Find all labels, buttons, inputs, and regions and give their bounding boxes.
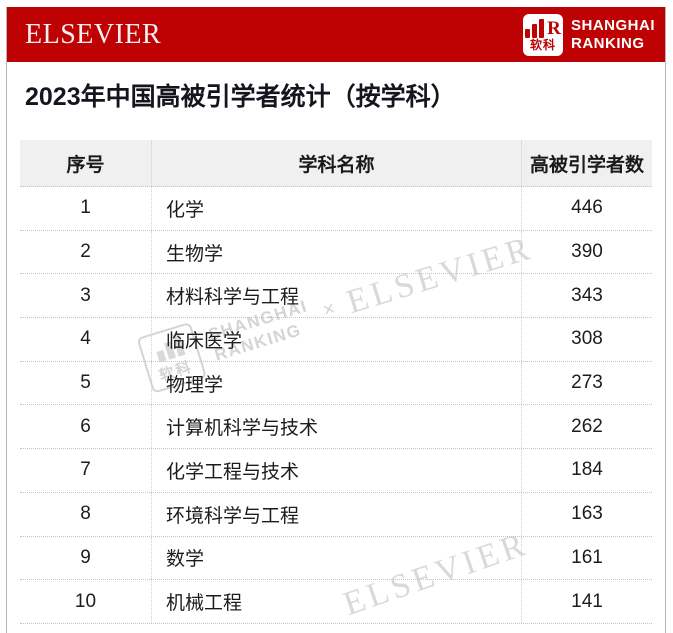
table-row: 7 化学工程与技术 184 bbox=[20, 449, 652, 493]
cell-count: 141 bbox=[521, 580, 652, 623]
table-row: 6 计算机科学与技术 262 bbox=[20, 405, 652, 450]
cell-discipline: 化学 bbox=[166, 199, 205, 221]
shanghairanking-logo: R 软科 SHANGHAI RANKING bbox=[522, 13, 655, 56]
cell-discipline: 物理学 bbox=[166, 374, 224, 396]
cell-count: 308 bbox=[521, 318, 652, 361]
content-frame: ELSEVIER R 软科 SHANGHAI RANKING 2023年中国高被… bbox=[6, 7, 666, 633]
cell-rank: 8 bbox=[20, 492, 152, 536]
header-banner: ELSEVIER R 软科 SHANGHAI RANKING bbox=[7, 7, 665, 62]
cell-rank: 10 bbox=[20, 580, 152, 623]
table-header-row: 序号 学科名称 高被引学者数 bbox=[20, 140, 652, 187]
column-header-discipline: 学科名称 bbox=[298, 154, 375, 176]
table-body: 1 化学 446 2 生物学 390 3 材料科学与工程 343 4 临床医学 308 5 物理学 273 6… bbox=[20, 187, 652, 624]
cell-count: 161 bbox=[521, 536, 652, 580]
page-title: 2023年中国高被引学者统计（按学科） bbox=[25, 83, 456, 111]
elsevier-logo: ELSEVIER bbox=[25, 18, 162, 50]
cell-count: 390 bbox=[521, 230, 652, 274]
cell-rank: 5 bbox=[20, 361, 152, 405]
cell-rank: 4 bbox=[20, 318, 152, 361]
shanghairanking-line2: RANKING bbox=[570, 34, 645, 52]
cell-discipline: 材料科学与工程 bbox=[166, 287, 300, 309]
cell-count: 273 bbox=[521, 361, 652, 405]
cell-discipline: 环境科学与工程 bbox=[166, 505, 300, 527]
table-row: 3 材料科学与工程 343 bbox=[20, 274, 652, 319]
cell-count: 163 bbox=[521, 492, 652, 536]
cell-count: 184 bbox=[521, 449, 652, 492]
table-row: 5 物理学 273 bbox=[20, 361, 652, 406]
shanghairanking-wordmark: SHANGHAI RANKING bbox=[571, 17, 655, 52]
cell-rank: 1 bbox=[20, 187, 152, 230]
table-row: 4 临床医学 308 bbox=[20, 318, 652, 362]
cell-rank: 6 bbox=[20, 405, 152, 449]
cell-rank: 2 bbox=[20, 230, 152, 274]
column-header-count: 高被引学者数 bbox=[521, 140, 652, 186]
table-row: 9 数学 161 bbox=[20, 536, 652, 581]
table-row: 2 生物学 390 bbox=[20, 230, 652, 275]
cell-discipline: 临床医学 bbox=[166, 330, 243, 352]
cell-count: 446 bbox=[521, 187, 652, 230]
cell-discipline: 生物学 bbox=[166, 243, 224, 265]
cell-discipline: 机械工程 bbox=[166, 593, 243, 615]
ranking-r-glyph: R bbox=[547, 18, 561, 39]
cell-rank: 9 bbox=[20, 536, 152, 580]
table-row: 1 化学 446 bbox=[20, 187, 652, 231]
cell-discipline: 数学 bbox=[166, 549, 205, 571]
cell-discipline: 计算机科学与技术 bbox=[166, 418, 319, 440]
table-row: 10 机械工程 141 bbox=[20, 580, 652, 624]
bar-chart-icon: R bbox=[525, 18, 561, 38]
table-row: 8 环境科学与工程 163 bbox=[20, 492, 652, 537]
ruanke-label: 软科 bbox=[529, 38, 556, 52]
cell-rank: 3 bbox=[20, 274, 152, 318]
cell-count: 262 bbox=[521, 405, 652, 449]
shanghairanking-icon: R 软科 bbox=[522, 13, 563, 56]
column-header-rank: 序号 bbox=[20, 140, 152, 186]
cell-discipline: 化学工程与技术 bbox=[166, 461, 300, 483]
cell-count: 343 bbox=[521, 274, 652, 318]
cell-rank: 7 bbox=[20, 449, 152, 492]
shanghairanking-line1: SHANGHAI bbox=[570, 17, 655, 35]
statistics-table: 序号 学科名称 高被引学者数 1 化学 446 2 生物学 390 3 材料科学与工程 343 4… bbox=[20, 140, 652, 624]
